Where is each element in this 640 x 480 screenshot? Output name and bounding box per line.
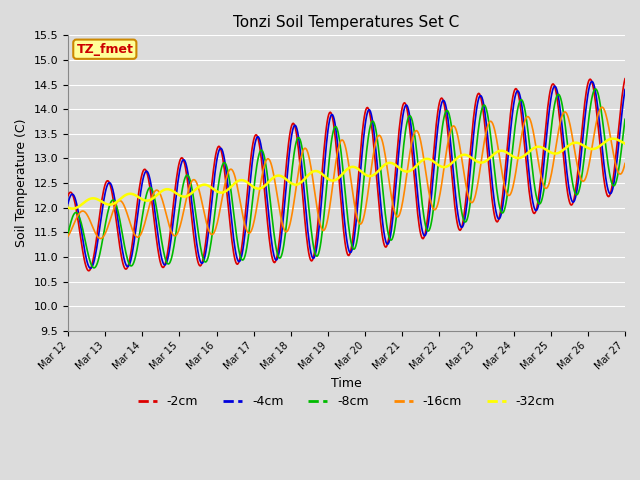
Title: Tonzi Soil Temperatures Set C: Tonzi Soil Temperatures Set C (234, 15, 460, 30)
Y-axis label: Soil Temperature (C): Soil Temperature (C) (15, 119, 28, 247)
X-axis label: Time: Time (331, 377, 362, 390)
Text: TZ_fmet: TZ_fmet (76, 43, 133, 56)
Legend: -2cm, -4cm, -8cm, -16cm, -32cm: -2cm, -4cm, -8cm, -16cm, -32cm (133, 390, 560, 413)
